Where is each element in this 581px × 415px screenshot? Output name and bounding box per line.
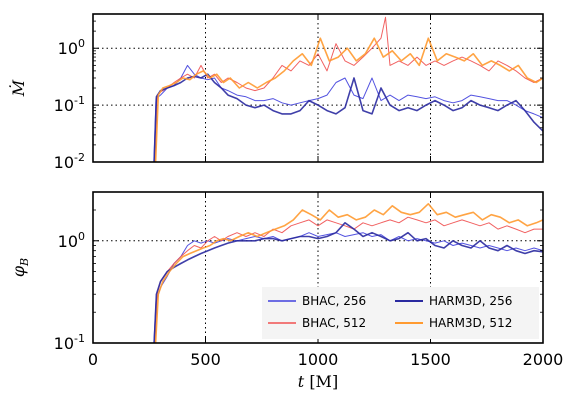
axes-frame — [92, 191, 544, 344]
series-line-harm3d-256 — [153, 73, 543, 162]
legend-label: HARM3D, 512 — [429, 316, 512, 330]
legend-label: HARM3D, 256 — [429, 294, 512, 308]
series-line-harm3d-512 — [154, 37, 543, 162]
series-line-harm3d-512 — [154, 203, 543, 343]
legend-label: BHAC, 256 — [302, 294, 366, 308]
y-tick-label: 10-2 — [54, 151, 85, 172]
y-axis-label: Ṁ — [8, 79, 28, 97]
x-tick-label: 0 — [88, 350, 98, 369]
axes-frame — [92, 13, 544, 163]
legend-box — [262, 287, 539, 339]
y-tick-label: 100 — [58, 37, 85, 58]
x-tick-label: 500 — [190, 350, 221, 369]
legend: BHAC, 256 BHAC, 512 HARM3D, 256 HARM3D, 512 — [262, 287, 539, 339]
y-tick-label: 10-1 — [54, 332, 85, 353]
legend-label: BHAC, 512 — [302, 316, 366, 330]
series-line-bhac-512 — [154, 216, 543, 343]
x-tick-label: 1000 — [298, 350, 339, 369]
x-tick-label: 1500 — [410, 350, 451, 369]
series-line-bhac-512 — [154, 16, 543, 162]
mdot-panel: 10-2 10-1 100 Ṁ — [8, 13, 544, 172]
y-tick-label: 10-1 — [54, 94, 85, 115]
y-axis-label: φB — [9, 258, 31, 277]
x-axis-label: t [M] — [298, 372, 338, 391]
series-line-harm3d-256 — [153, 222, 543, 343]
y-tick-label: 100 — [58, 230, 85, 251]
x-tick-label: 2000 — [523, 350, 564, 369]
